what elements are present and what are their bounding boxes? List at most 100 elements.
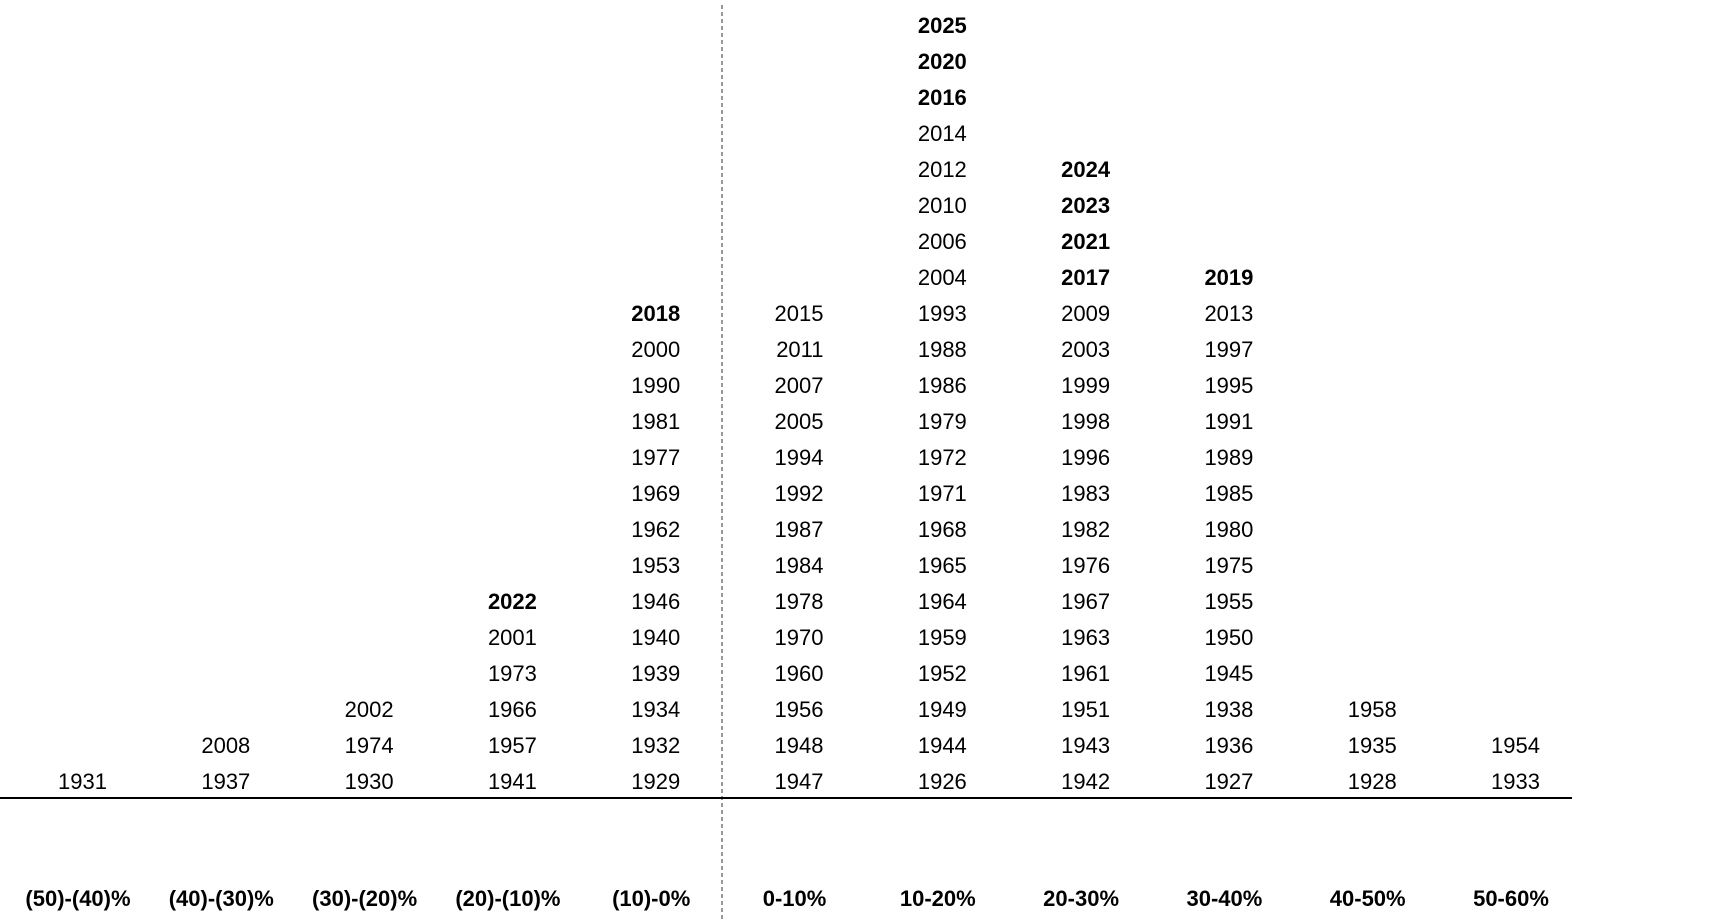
year: 1982 (1061, 517, 1110, 542)
year: 2007 (775, 373, 824, 398)
year: 1998 (1061, 409, 1110, 434)
year: 1972 (918, 445, 967, 470)
bin-label: 30-40% (1186, 886, 1262, 911)
year: 1945 (1204, 661, 1253, 686)
year: 1964 (918, 589, 967, 614)
year: 2008 (201, 733, 250, 758)
year: 1970 (775, 625, 824, 650)
year: 1942 (1061, 769, 1110, 794)
year: 1967 (1061, 589, 1110, 614)
year: 2014 (918, 121, 967, 146)
year: 1955 (1204, 589, 1253, 614)
year: 1987 (775, 517, 824, 542)
bin-label: 0-10% (763, 886, 827, 911)
year: 1943 (1061, 733, 1110, 758)
year: 2002 (345, 697, 394, 722)
year: 1991 (1204, 409, 1253, 434)
bin-label: 50-60% (1473, 886, 1549, 911)
year: 1989 (1204, 445, 1253, 470)
year: 1997 (1204, 337, 1253, 362)
year: 1983 (1061, 481, 1110, 506)
year: 2018 (631, 301, 680, 326)
year: 1957 (488, 733, 537, 758)
bin-label: (50)-(40)% (25, 886, 130, 911)
year: 1950 (1204, 625, 1253, 650)
year: 1940 (631, 625, 680, 650)
year: 1944 (918, 733, 967, 758)
year: 1929 (631, 769, 680, 794)
year: 1936 (1204, 733, 1253, 758)
year: 2011 (776, 337, 823, 362)
year: 1993 (918, 301, 967, 326)
year: 1971 (918, 481, 967, 506)
year: 2010 (918, 193, 967, 218)
year: 1952 (918, 661, 967, 686)
year: 2000 (631, 337, 680, 362)
year: 1927 (1204, 769, 1253, 794)
year: 2017 (1061, 265, 1110, 290)
year: 1939 (631, 661, 680, 686)
year: 1946 (631, 589, 680, 614)
year: 1954 (1491, 733, 1540, 758)
year: 1934 (631, 697, 680, 722)
year: 2020 (918, 49, 967, 74)
bin-label: 40-50% (1330, 886, 1406, 911)
year: 1990 (631, 373, 680, 398)
year: 1930 (345, 769, 394, 794)
year: 1968 (918, 517, 967, 542)
year: 1966 (488, 697, 537, 722)
year: 1951 (1061, 697, 1110, 722)
bin-label: (20)-(10)% (455, 886, 560, 911)
year: 1960 (775, 661, 824, 686)
year: 1979 (918, 409, 967, 434)
year: 1984 (775, 553, 824, 578)
year: 1962 (631, 517, 680, 542)
year: 1981 (631, 409, 680, 434)
year: 1932 (631, 733, 680, 758)
year: 2019 (1204, 265, 1253, 290)
year: 1986 (918, 373, 967, 398)
bin-label: 10-20% (900, 886, 976, 911)
year: 1992 (775, 481, 824, 506)
year: 2004 (918, 265, 967, 290)
year: 1995 (1204, 373, 1253, 398)
year: 1937 (201, 769, 250, 794)
year: 1994 (775, 445, 824, 470)
year: 1935 (1348, 733, 1397, 758)
year: 1953 (631, 553, 680, 578)
year: 1958 (1348, 697, 1397, 722)
year: 2013 (1204, 301, 1253, 326)
year: 2023 (1061, 193, 1110, 218)
year: 1947 (775, 769, 824, 794)
year: 2003 (1061, 337, 1110, 362)
year: 1973 (488, 661, 537, 686)
year: 1961 (1061, 661, 1110, 686)
bin-label: (10)-0% (612, 886, 690, 911)
year: 2009 (1061, 301, 1110, 326)
year: 1941 (488, 769, 537, 794)
year: 1975 (1204, 553, 1253, 578)
year: 1985 (1204, 481, 1253, 506)
year: 1933 (1491, 769, 1540, 794)
year: 1931 (58, 769, 107, 794)
year: 1978 (775, 589, 824, 614)
year: 2016 (918, 85, 967, 110)
year: 1928 (1348, 769, 1397, 794)
year: 1963 (1061, 625, 1110, 650)
bin-label: (40)-(30)% (169, 886, 274, 911)
year: 1976 (1061, 553, 1110, 578)
year: 2012 (918, 157, 967, 182)
year-distribution: (50)-(40)% 1931 (40)-(30)% 1937 2008 (30)-(20… (0, 0, 1734, 919)
year: 1965 (918, 553, 967, 578)
year: 2015 (775, 301, 824, 326)
year: 1999 (1061, 373, 1110, 398)
year: 1977 (631, 445, 680, 470)
year: 2006 (918, 229, 967, 254)
year: 2005 (775, 409, 824, 434)
year: 1948 (775, 733, 824, 758)
year: 2001 (488, 625, 537, 650)
year: 1956 (775, 697, 824, 722)
year: 2021 (1061, 229, 1110, 254)
bin-label: (30)-(20)% (312, 886, 417, 911)
year: 1926 (918, 769, 967, 794)
